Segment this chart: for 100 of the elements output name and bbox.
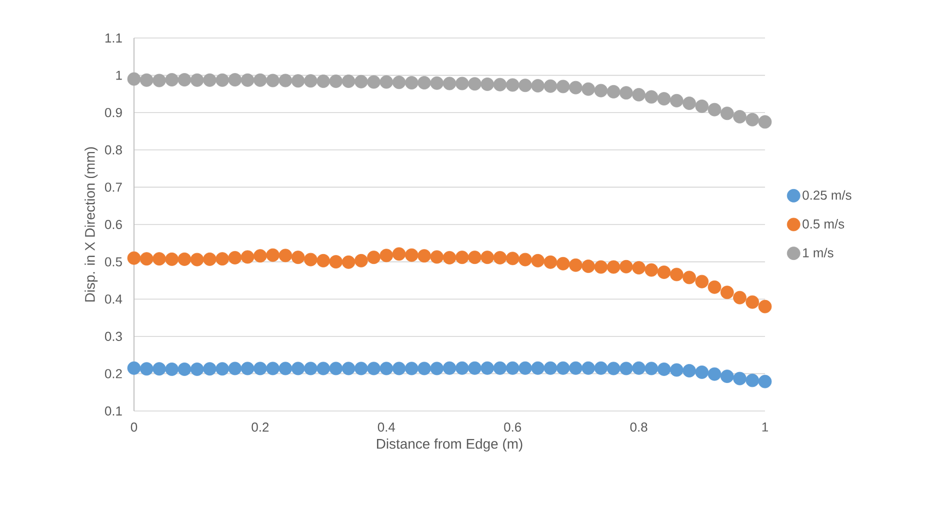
point [304, 252, 318, 266]
point [746, 374, 760, 388]
x-tick-label: 0.2 [252, 422, 269, 432]
point [619, 86, 633, 100]
point [190, 73, 204, 87]
point [594, 260, 608, 274]
point [682, 270, 696, 284]
point [442, 76, 456, 90]
x-tick-label: 0 [130, 422, 138, 432]
point [569, 258, 582, 272]
point [644, 362, 658, 376]
point [594, 361, 608, 375]
point [682, 96, 696, 110]
x-tick-label: 1 [762, 422, 768, 432]
y-tick-label: 0.1 [104, 406, 122, 416]
point [304, 362, 318, 376]
point [619, 362, 633, 376]
point [606, 260, 620, 274]
x-tick-label: 0.4 [378, 422, 396, 432]
point [152, 252, 166, 266]
point [165, 73, 179, 86]
point [316, 74, 330, 88]
point [278, 362, 292, 376]
point [329, 74, 343, 88]
point [291, 74, 305, 88]
point [152, 74, 166, 88]
point [720, 286, 734, 300]
point [544, 361, 558, 375]
point [380, 248, 394, 262]
point [670, 268, 684, 282]
point [418, 249, 431, 263]
point [455, 250, 469, 264]
point [746, 295, 760, 309]
point [254, 249, 267, 263]
point [140, 362, 154, 376]
point [418, 362, 431, 376]
point [758, 300, 772, 314]
point [430, 76, 444, 90]
point [367, 75, 380, 89]
y-tick-label: 0.2 [104, 369, 122, 378]
point [468, 361, 482, 375]
point [240, 250, 254, 264]
point [127, 72, 141, 86]
point [657, 92, 671, 106]
point [354, 362, 368, 376]
point [606, 85, 620, 98]
point [140, 73, 154, 87]
point [556, 80, 570, 94]
point [582, 260, 596, 273]
point [569, 361, 582, 375]
point [455, 76, 469, 90]
point [392, 362, 406, 376]
point [695, 366, 709, 379]
point [518, 78, 532, 92]
point [178, 362, 192, 376]
point [708, 367, 722, 381]
point [291, 250, 305, 264]
point [493, 250, 507, 264]
point [165, 362, 179, 376]
point [480, 250, 494, 264]
point [556, 361, 570, 375]
legend-label: 0.5 m/s [802, 219, 844, 229]
point [569, 80, 582, 94]
y-tick-label: 1.1 [105, 34, 122, 42]
point [556, 256, 570, 270]
point [644, 90, 658, 104]
point [430, 362, 444, 376]
point [506, 252, 520, 266]
point [228, 73, 242, 86]
legend-label: 1 m/s [803, 248, 834, 258]
x-tick-label: 0.8 [630, 422, 648, 432]
point [506, 361, 520, 375]
point [720, 106, 734, 120]
point [418, 76, 431, 90]
point [468, 77, 482, 91]
point [544, 255, 558, 269]
y-axis-title: Disp. in X Direction (mm) [84, 147, 98, 302]
point [203, 362, 216, 376]
point [758, 374, 772, 388]
point [442, 361, 456, 375]
point [632, 361, 646, 375]
point [455, 361, 469, 375]
point [392, 247, 406, 261]
point [531, 361, 545, 375]
y-tick-label: 0.7 [104, 182, 122, 192]
point [203, 73, 216, 87]
point [354, 254, 368, 268]
point [178, 73, 192, 86]
x-axis-title: Distance from Edge (m) [377, 438, 522, 452]
point [329, 255, 343, 268]
point [644, 263, 658, 277]
point [367, 250, 380, 264]
point [178, 252, 192, 266]
point [404, 76, 418, 90]
point [632, 88, 646, 102]
y-tick-label: 0.3 [104, 332, 122, 341]
point [619, 260, 633, 274]
point [165, 252, 179, 266]
point [316, 362, 330, 376]
point [266, 248, 280, 262]
